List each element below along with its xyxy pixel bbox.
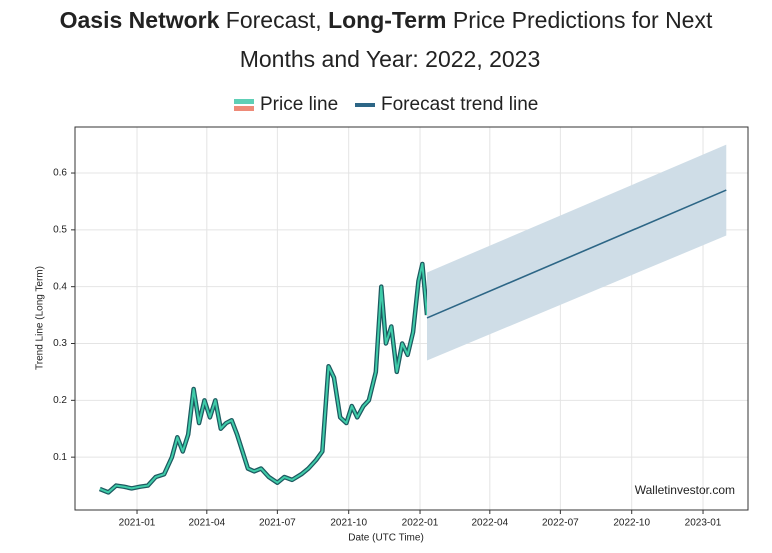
- x-tick-label: 2022-10: [613, 518, 650, 529]
- watermark: Walletinvestor.com: [635, 483, 735, 497]
- title-part: Months and Year: 2022, 2023: [240, 46, 541, 72]
- price-line-edge: [98, 261, 430, 495]
- x-tick-label: 2021-07: [259, 518, 296, 529]
- x-axis-label: Date (UTC Time): [348, 533, 424, 544]
- y-tick-label: 0.3: [53, 338, 67, 349]
- title-part: Forecast,: [219, 7, 328, 33]
- chart-title-line: Months and Year: 2022, 2023: [240, 46, 541, 72]
- title-part: Oasis Network: [60, 7, 220, 33]
- x-tick-label: 2021-10: [330, 518, 367, 529]
- price-line: [99, 262, 429, 494]
- y-tick-label: 0.5: [53, 224, 67, 235]
- title-part: Long-Term: [328, 7, 446, 33]
- x-tick-label: 2023-01: [685, 518, 722, 529]
- chart-title-line: Oasis Network Forecast, Long-Term Price …: [60, 7, 713, 33]
- x-tick-label: 2021-01: [119, 518, 156, 529]
- plot-frame: [74, 126, 749, 511]
- x-tick-label: 2022-07: [542, 518, 579, 529]
- forecast-line: [426, 189, 727, 319]
- legend-swatch: [234, 99, 254, 104]
- confidence-band: [427, 144, 727, 361]
- title-part: Price Predictions for Next: [446, 7, 712, 33]
- legend-label: Price line: [260, 94, 338, 115]
- legend-swatch: [234, 106, 254, 111]
- y-tick-label: 0.1: [53, 452, 67, 463]
- x-tick-label: 2022-04: [471, 518, 508, 529]
- y-tick-label: 0.6: [53, 168, 67, 179]
- legend: Price line Forecast trend line: [234, 94, 538, 115]
- legend-label: Forecast trend line: [381, 94, 538, 115]
- y-axis-label: Trend Line (Long Term): [35, 266, 46, 370]
- y-tick-label: 0.2: [53, 395, 67, 406]
- x-tick-label: 2022-01: [402, 518, 439, 529]
- x-tick-label: 2021-04: [188, 518, 225, 529]
- y-tick-label: 0.4: [53, 281, 67, 292]
